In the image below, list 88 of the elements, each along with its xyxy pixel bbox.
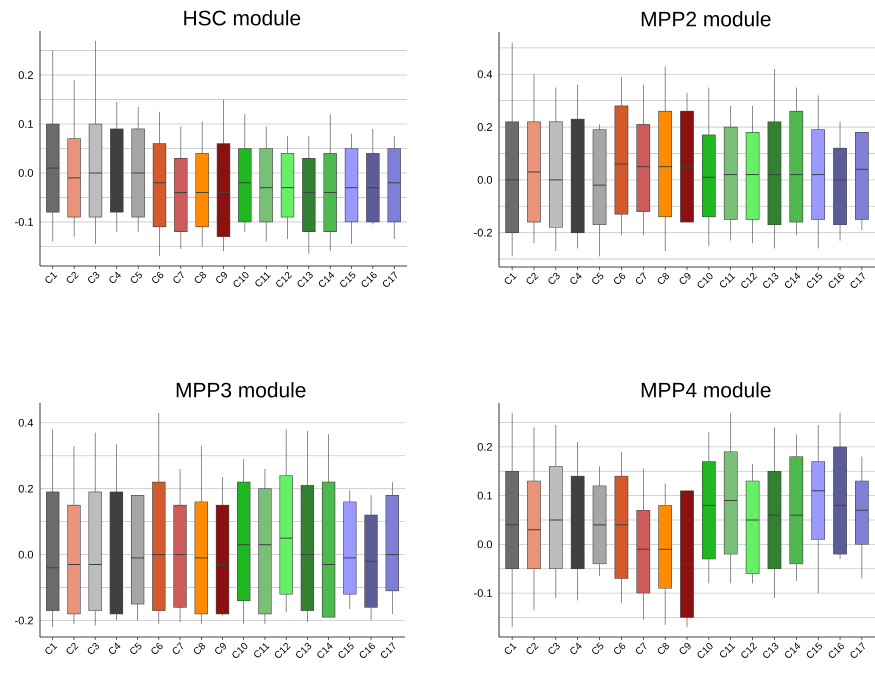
x-tick-label: C2 (526, 642, 539, 654)
x-tick-label: C15 (338, 642, 354, 658)
x-tick-label: C11 (255, 272, 271, 286)
x-tick-label: C12 (741, 642, 758, 658)
x-tick-label: C13 (298, 272, 313, 287)
x-tick-label: C12 (741, 272, 758, 288)
x-tick-label: C14 (785, 272, 800, 288)
x-tick-label: C8 (194, 642, 206, 654)
x-tick-label: C16 (828, 272, 844, 288)
x-tick-label: C4 (570, 642, 582, 654)
x-tick-label: C3 (548, 272, 560, 284)
x-tick-label: C7 (173, 271, 184, 284)
x-tick-label: C10 (698, 272, 713, 288)
x-tick-label: C3 (88, 642, 100, 654)
x-tick-label: C6 (151, 642, 163, 654)
x-tick-label: C2 (66, 272, 79, 284)
x-tick-label: C6 (614, 272, 626, 284)
x-tick-label: C5 (130, 271, 142, 284)
x-tick-label: C6 (152, 272, 164, 284)
x-tick-label: C11 (720, 643, 736, 658)
x-tick-label: C14 (785, 642, 800, 658)
x-tick-label: C7 (636, 642, 646, 654)
x-tick-label: C3 (548, 642, 560, 654)
x-tick-label: C15 (340, 271, 356, 287)
x-tick-label: C7 (172, 642, 183, 654)
x-tick-label: C9 (215, 643, 226, 654)
y-tick-label: 0.2 (18, 484, 33, 493)
y-tick-label: 0.2 (18, 71, 33, 79)
x-tick-label: C11 (254, 643, 270, 658)
y-tick-label: 0.2 (478, 123, 492, 131)
x-tick-label: C10 (698, 642, 713, 658)
x-tick-label: C5 (130, 642, 142, 654)
x-tick-label: C8 (194, 272, 206, 284)
y-tick-label: -0.2 (474, 228, 492, 237)
x-tick-label: C12 (276, 272, 292, 287)
y-tick-label: -0.1 (15, 218, 33, 226)
x-tick-label: C17 (850, 642, 865, 658)
x-tick-label: C4 (109, 272, 121, 284)
x-tick-label: C9 (680, 643, 691, 654)
x-tick-label: C1 (504, 273, 517, 284)
x-tick-label: C17 (850, 272, 865, 288)
x-tick-label: C16 (828, 642, 844, 658)
x-tick-label: C17 (380, 642, 396, 658)
x-tick-label: C3 (88, 272, 100, 284)
y-tick-label: 0.2 (478, 443, 492, 451)
x-tick-label: C1 (45, 272, 58, 284)
x-tick-label: C5 (592, 642, 604, 654)
x-tick-label: C16 (360, 642, 375, 658)
x-tick-label: C4 (570, 272, 582, 284)
y-tick-label: 0.1 (478, 492, 492, 500)
x-tick-label: C13 (763, 642, 778, 658)
y-tick-label: 0.4 (18, 418, 34, 427)
x-tick-label: C10 (234, 272, 249, 287)
y-tick-label: 0.1 (18, 120, 33, 128)
x-tick-label: C11 (720, 273, 736, 288)
chart-title: HSC module (184, 10, 300, 26)
y-tick-label: 0.0 (478, 540, 492, 548)
x-tick-label: C7 (636, 272, 646, 284)
x-tick-label: C15 (806, 272, 822, 288)
y-tick-label: -0.1 (474, 589, 492, 598)
chart-title: MPP4 module (642, 382, 771, 398)
chart-title: MPP3 module (176, 382, 306, 398)
x-tick-label: C13 (763, 272, 778, 288)
x-tick-label: C2 (66, 642, 79, 654)
y-tick-label: -0.2 (15, 616, 33, 624)
x-tick-label: C15 (806, 642, 822, 658)
y-tick-label: 0.0 (478, 176, 492, 184)
y-tick-label: 0.0 (18, 169, 34, 177)
x-tick-label: C5 (592, 272, 604, 284)
x-tick-label: C1 (45, 643, 58, 654)
x-tick-label: C9 (216, 272, 228, 284)
x-tick-label: C2 (526, 272, 539, 284)
x-tick-label: C14 (317, 642, 333, 658)
x-tick-label: C8 (658, 272, 670, 284)
x-tick-label: C4 (109, 642, 120, 654)
x-tick-label: C12 (274, 642, 291, 658)
x-tick-label: C14 (318, 272, 334, 287)
x-tick-label: C9 (680, 272, 691, 284)
x-tick-label: C16 (362, 272, 377, 287)
x-tick-label: C8 (658, 642, 670, 654)
x-tick-label: C13 (296, 642, 312, 658)
x-tick-label: C1 (504, 643, 517, 654)
x-tick-label: C10 (232, 642, 248, 658)
y-tick-label: 0.0 (18, 550, 34, 558)
x-tick-label: C17 (382, 271, 398, 287)
chart-title: MPP2 module (642, 11, 771, 26)
y-tick-label: 0.4 (478, 70, 492, 78)
x-tick-label: C6 (614, 642, 626, 654)
